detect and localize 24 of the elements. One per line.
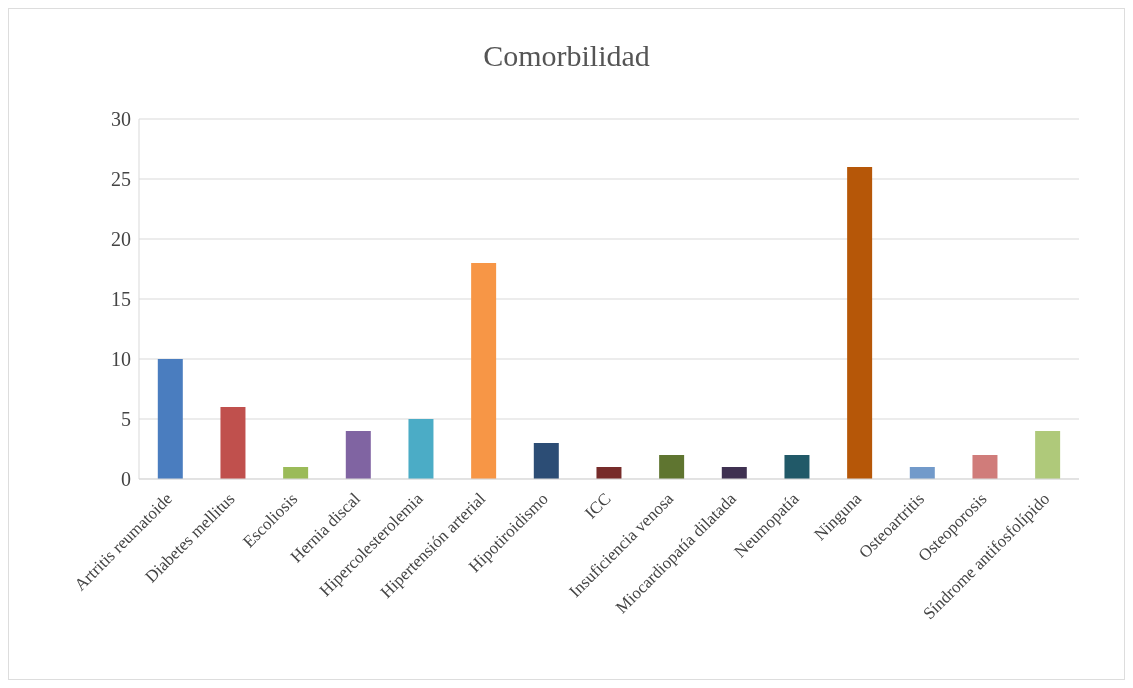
y-tick-label: 5 (121, 408, 131, 431)
bar (596, 467, 622, 479)
bar (659, 455, 685, 479)
y-tick-label: 25 (111, 168, 131, 191)
bar (721, 467, 747, 479)
y-tick-label: 30 (111, 108, 131, 131)
bar (972, 455, 998, 479)
bar (1035, 431, 1061, 479)
bar (220, 407, 246, 479)
bar (283, 467, 309, 479)
chart-title: Comorbilidad (482, 38, 651, 74)
y-tick-label: 10 (111, 348, 131, 371)
bar (345, 431, 371, 479)
bar (909, 467, 935, 479)
x-tick-label: ICC (581, 489, 615, 523)
y-tick-label: 20 (111, 228, 131, 251)
y-tick-label: 0 (121, 468, 131, 491)
bar (784, 455, 810, 479)
bar (847, 167, 873, 479)
bar (408, 419, 434, 479)
bar (471, 263, 497, 479)
bar (157, 359, 183, 479)
y-tick-label: 15 (111, 288, 131, 311)
bar (533, 443, 559, 479)
